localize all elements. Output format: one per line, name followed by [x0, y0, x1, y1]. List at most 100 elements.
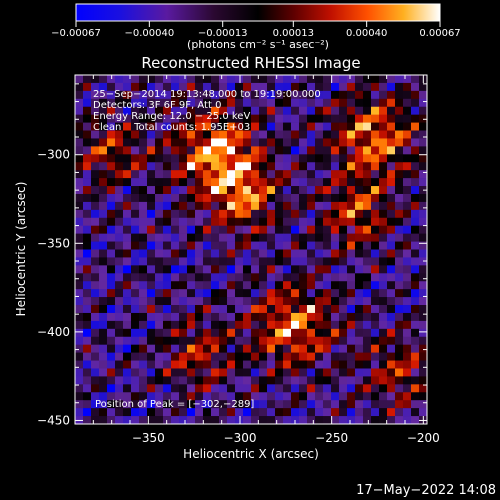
- heatmap-cell: [283, 328, 292, 338]
- heatmap-cell: [131, 162, 140, 171]
- heatmap-cell: [115, 392, 124, 401]
- heatmap-cell: [131, 320, 140, 330]
- heatmap-cell: [315, 209, 324, 219]
- heatmap-cell: [275, 122, 284, 131]
- heatmap-cell: [371, 297, 380, 306]
- heatmap-cell: [363, 336, 372, 345]
- heatmap-cell: [267, 130, 276, 139]
- heatmap-cell: [219, 376, 228, 385]
- heatmap-cell: [123, 376, 132, 385]
- heatmap-cell: [331, 193, 340, 203]
- heatmap-cell: [147, 170, 156, 179]
- heatmap-cell: [83, 368, 92, 377]
- heatmap-cell: [235, 344, 244, 353]
- heatmap-cell: [251, 289, 260, 298]
- heatmap-cell: [323, 130, 332, 139]
- heatmap-cell: [323, 82, 332, 92]
- heatmap-cell: [331, 106, 340, 115]
- heatmap-cell: [83, 75, 92, 84]
- heatmap-cell: [419, 138, 427, 147]
- heatmap-cell: [243, 82, 252, 92]
- heatmap-cell: [291, 273, 300, 282]
- heatmap-cell: [275, 384, 284, 393]
- heatmap-cell: [339, 146, 348, 155]
- heatmap-cell: [147, 75, 156, 84]
- heatmap-cell: [163, 122, 172, 131]
- heatmap-cell: [91, 209, 100, 219]
- heatmap-cell: [355, 209, 364, 219]
- heatmap-cell: [387, 265, 396, 274]
- heatmap-cell: [347, 416, 356, 424]
- heatmap-cell: [147, 312, 156, 322]
- heatmap-cell: [83, 265, 92, 274]
- heatmap-cell: [211, 368, 220, 377]
- heatmap-cell: [395, 312, 404, 322]
- heatmap-cell: [195, 146, 204, 155]
- heatmap-cell: [155, 281, 164, 290]
- heatmap-cell: [171, 75, 180, 84]
- heatmap-cell: [179, 289, 188, 298]
- heatmap-cell: [267, 297, 276, 306]
- heatmap-cell: [219, 297, 228, 306]
- heatmap-cell: [243, 312, 252, 322]
- heatmap-cell: [419, 328, 427, 338]
- heatmap-cell: [315, 82, 324, 92]
- heatmap-cell: [187, 193, 196, 203]
- heatmap-cell: [227, 289, 236, 298]
- heatmap-cell: [115, 130, 124, 139]
- heatmap-cell: [331, 392, 340, 401]
- heatmap-cell: [187, 114, 196, 123]
- heatmap-cell: [115, 376, 124, 385]
- heatmap-cell: [99, 257, 108, 266]
- heatmap-cell: [75, 162, 84, 171]
- heatmap-cell: [99, 360, 108, 369]
- heatmap-cell: [107, 146, 116, 155]
- heatmap-cell: [219, 416, 228, 424]
- heatmap-cell: [211, 320, 220, 330]
- heatmap-cell: [259, 209, 268, 219]
- heatmap-cell: [291, 297, 300, 306]
- heatmap-cell: [267, 75, 276, 84]
- heatmap-cell: [387, 281, 396, 290]
- heatmap-cell: [307, 130, 316, 139]
- heatmap-cell: [267, 273, 276, 282]
- heatmap-cell: [379, 360, 388, 369]
- heatmap-cell: [187, 249, 196, 258]
- heatmap-cell: [75, 106, 84, 115]
- heatmap-cell: [163, 344, 172, 353]
- heatmap-cell: [115, 170, 124, 179]
- heatmap-cell: [307, 281, 316, 290]
- heatmap-cell: [155, 178, 164, 187]
- heatmap-cell: [363, 265, 372, 274]
- heatmap-cell: [139, 186, 148, 195]
- heatmap-cell: [307, 193, 316, 203]
- heatmap-cell: [155, 265, 164, 274]
- heatmap-cell: [139, 297, 148, 306]
- heatmap-cell: [243, 138, 252, 147]
- heatmap-cell: [235, 400, 244, 409]
- heatmap-cell: [219, 162, 228, 171]
- heatmap-cell: [107, 360, 116, 369]
- heatmap-cell: [395, 344, 404, 353]
- heatmap-cell: [195, 408, 204, 417]
- heatmap-cell: [131, 360, 140, 369]
- heatmap-cell: [163, 193, 172, 203]
- heatmap-cell: [291, 368, 300, 377]
- heatmap-cell: [395, 352, 404, 361]
- heatmap-cell: [387, 400, 396, 409]
- heatmap-cell: [411, 416, 420, 424]
- heatmap-cell: [371, 305, 380, 314]
- heatmap-cell: [275, 257, 284, 266]
- heatmap-cell: [251, 360, 260, 369]
- heatmap-cell: [243, 257, 252, 266]
- heatmap-cell: [339, 336, 348, 345]
- heatmap-cell: [259, 249, 268, 258]
- heatmap-cell: [283, 265, 292, 274]
- heatmap-cell: [179, 360, 188, 369]
- heatmap-cell: [363, 344, 372, 353]
- heatmap-cell: [299, 233, 308, 242]
- heatmap-cell: [251, 106, 260, 115]
- heatmap-cell: [419, 241, 427, 250]
- heatmap-cell: [259, 241, 268, 250]
- heatmap-cell: [171, 82, 180, 92]
